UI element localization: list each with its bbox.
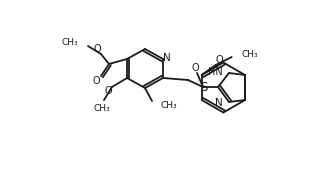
Text: O: O [104, 86, 112, 96]
Text: O: O [93, 44, 101, 54]
Text: S: S [200, 80, 208, 94]
Text: CH₃: CH₃ [94, 104, 110, 112]
Text: O: O [191, 63, 199, 73]
Text: O: O [216, 55, 223, 65]
Text: CH₃: CH₃ [242, 50, 258, 58]
Text: N: N [163, 53, 171, 63]
Text: CH₃: CH₃ [161, 100, 178, 110]
Text: CH₃: CH₃ [61, 37, 78, 46]
Text: N: N [215, 98, 223, 108]
Text: HN: HN [208, 67, 223, 77]
Text: O: O [92, 76, 100, 86]
